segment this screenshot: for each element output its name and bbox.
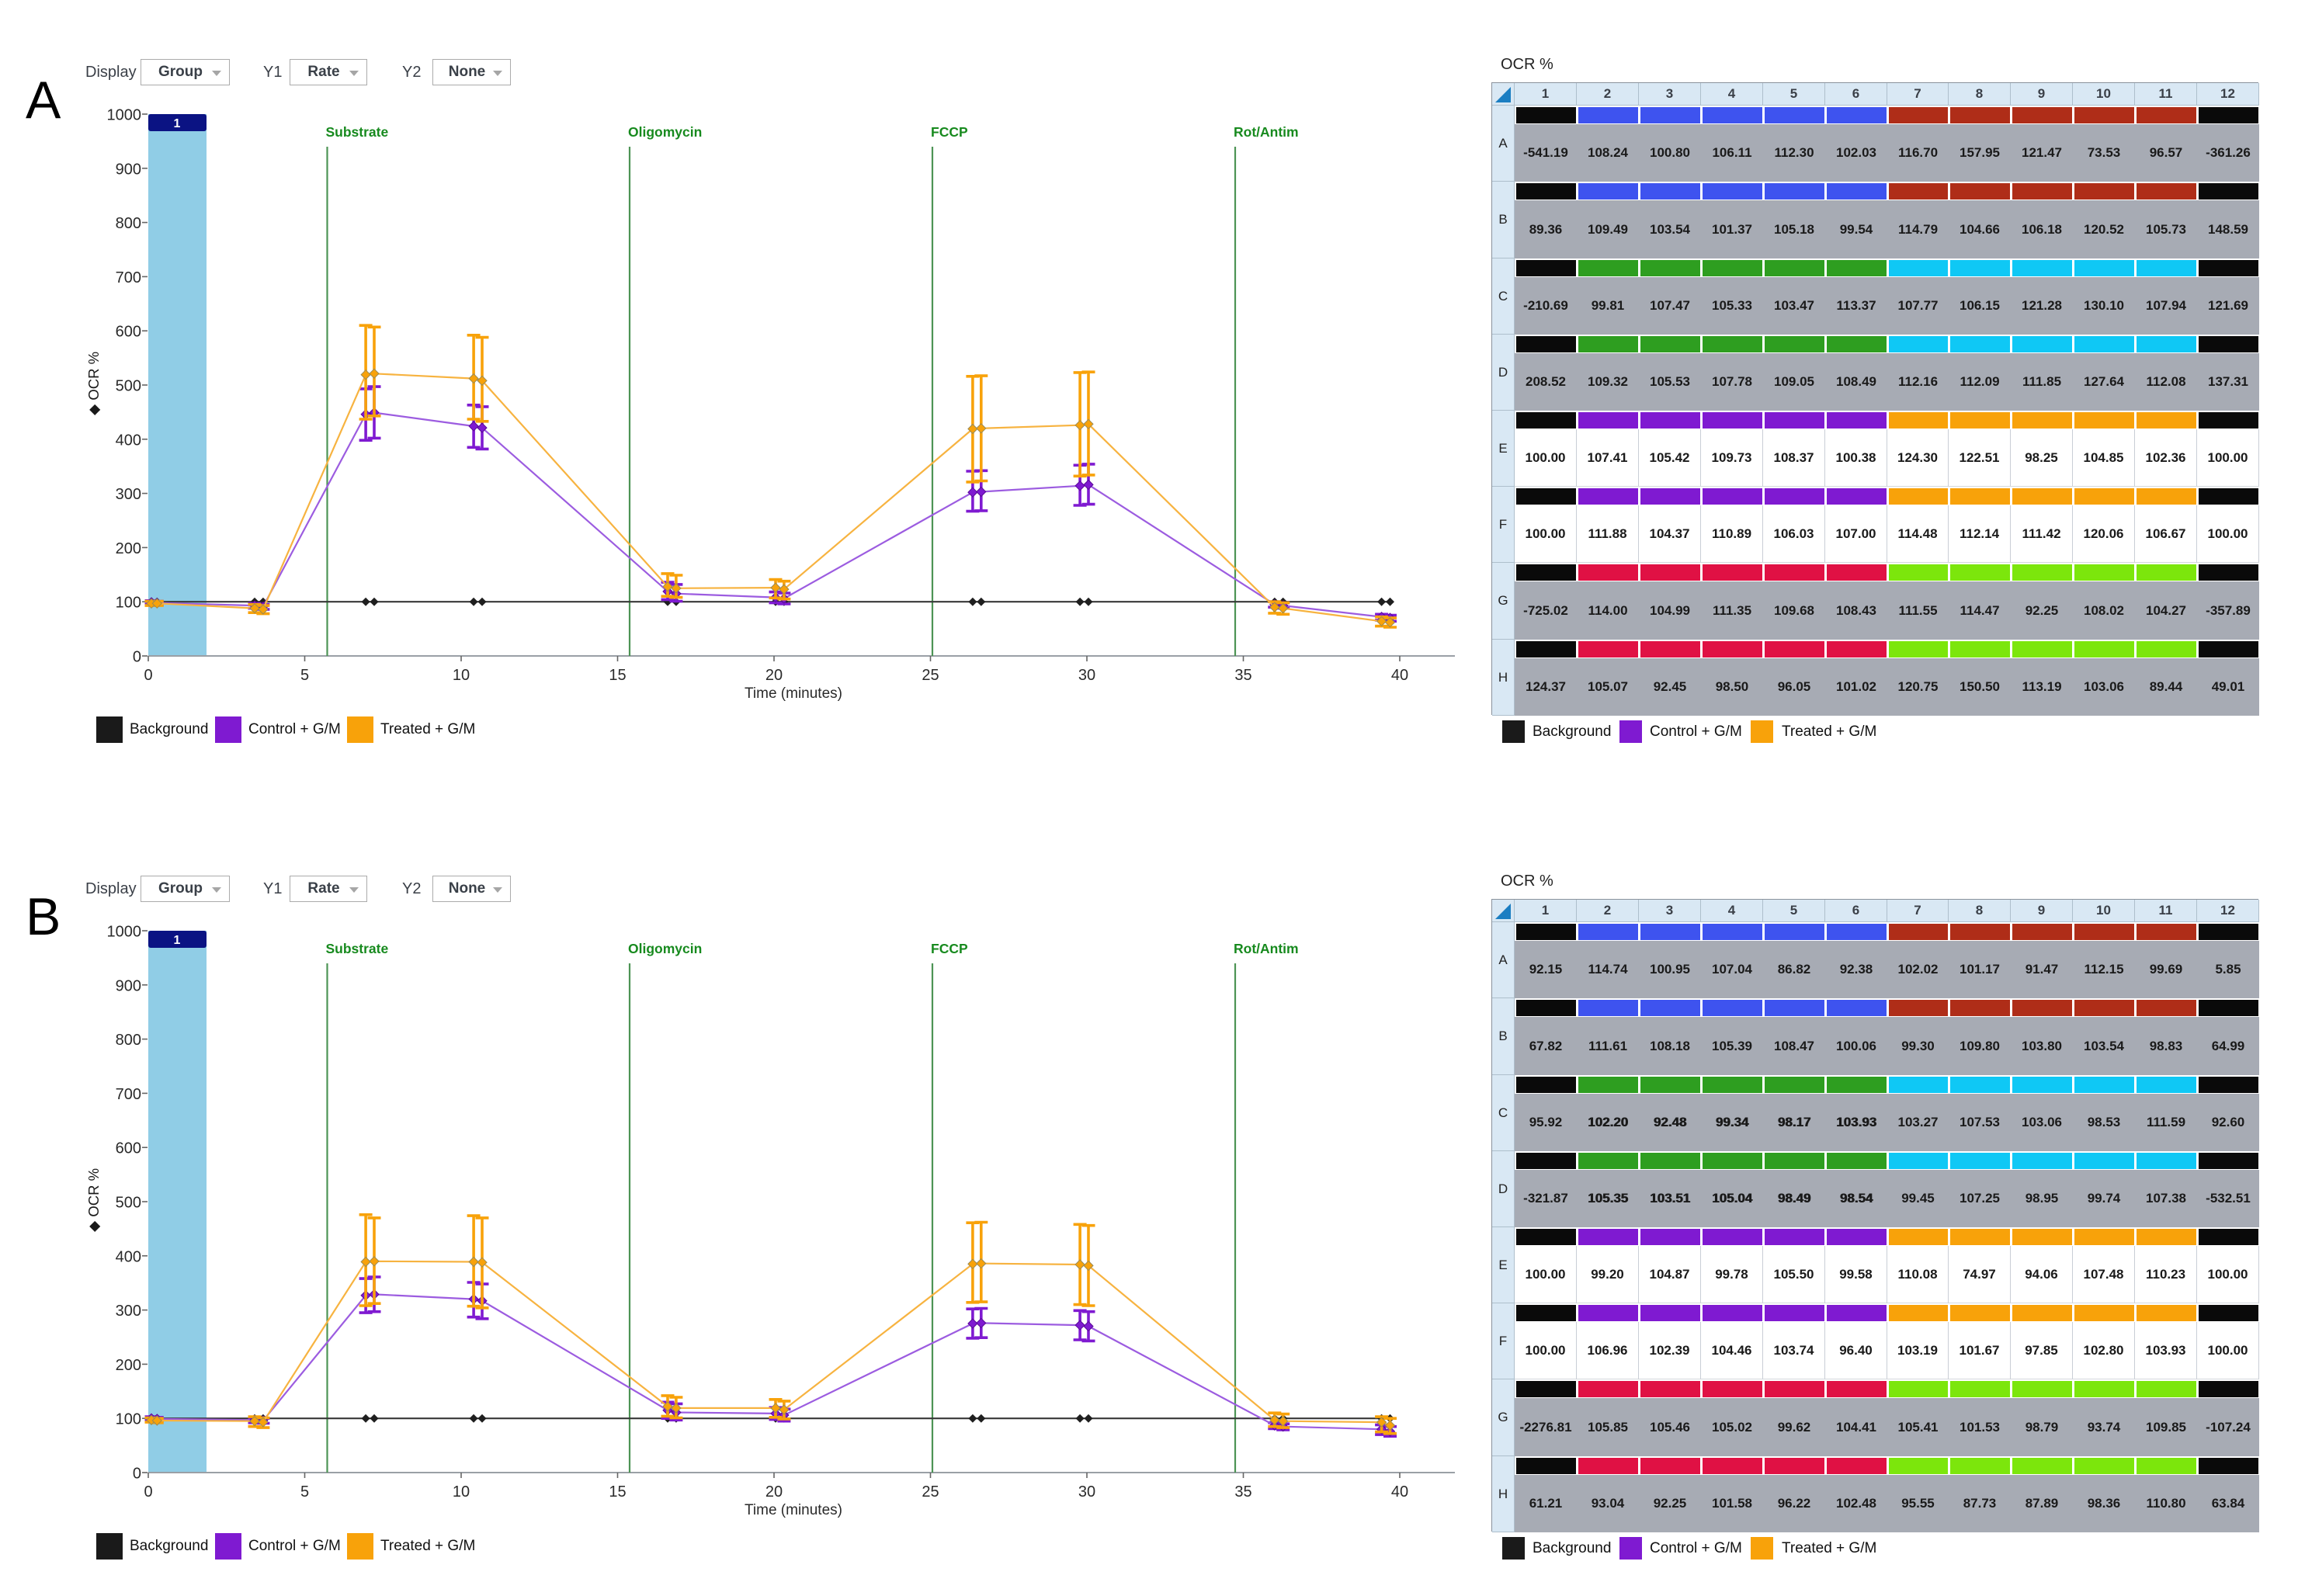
svg-text:Substrate: Substrate xyxy=(326,941,389,956)
svg-text:Rot/Antim: Rot/Antim xyxy=(1234,124,1299,140)
svg-text:20: 20 xyxy=(765,667,783,684)
svg-text:Oligomycin: Oligomycin xyxy=(628,941,702,956)
svg-text:800: 800 xyxy=(116,1032,141,1049)
svg-text:1000: 1000 xyxy=(107,107,142,124)
svg-text:40: 40 xyxy=(1391,1483,1408,1501)
svg-text:10: 10 xyxy=(453,667,470,684)
svg-text:1: 1 xyxy=(174,934,181,947)
svg-text:FCCP: FCCP xyxy=(931,941,968,956)
svg-text:35: 35 xyxy=(1234,1483,1251,1501)
svg-text:20: 20 xyxy=(765,1483,783,1501)
svg-text:200: 200 xyxy=(116,1357,141,1374)
svg-text:100: 100 xyxy=(116,595,141,612)
svg-text:700: 700 xyxy=(116,269,141,286)
svg-text:900: 900 xyxy=(116,161,141,178)
svg-text:500: 500 xyxy=(116,378,141,395)
svg-text:FCCP: FCCP xyxy=(931,124,968,140)
svg-text:500: 500 xyxy=(116,1195,141,1212)
svg-text:10: 10 xyxy=(453,1483,470,1501)
svg-text:25: 25 xyxy=(922,1483,939,1501)
svg-text:0: 0 xyxy=(144,667,152,684)
svg-text:◆ OCR %: ◆ OCR % xyxy=(85,352,102,415)
svg-text:15: 15 xyxy=(609,1483,626,1501)
svg-text:600: 600 xyxy=(116,324,141,341)
svg-text:0: 0 xyxy=(133,649,141,666)
svg-text:30: 30 xyxy=(1078,667,1095,684)
svg-text:400: 400 xyxy=(116,1248,141,1265)
svg-text:5: 5 xyxy=(300,667,309,684)
svg-text:300: 300 xyxy=(116,1303,141,1320)
svg-text:900: 900 xyxy=(116,977,141,994)
svg-text:100: 100 xyxy=(116,1411,141,1428)
svg-text:Oligomycin: Oligomycin xyxy=(628,124,702,140)
svg-text:0: 0 xyxy=(133,1466,141,1483)
svg-text:600: 600 xyxy=(116,1140,141,1157)
svg-text:1: 1 xyxy=(174,117,181,130)
svg-text:Rot/Antim: Rot/Antim xyxy=(1234,941,1299,956)
svg-text:5: 5 xyxy=(300,1483,309,1501)
svg-text:40: 40 xyxy=(1391,667,1408,684)
svg-text:0: 0 xyxy=(144,1483,152,1501)
svg-text:Time (minutes): Time (minutes) xyxy=(745,1502,842,1518)
svg-text:700: 700 xyxy=(116,1086,141,1103)
svg-text:1000: 1000 xyxy=(107,924,142,941)
svg-text:25: 25 xyxy=(922,667,939,684)
svg-text:Time (minutes): Time (minutes) xyxy=(745,685,842,702)
svg-text:30: 30 xyxy=(1078,1483,1095,1501)
svg-text:300: 300 xyxy=(116,486,141,503)
svg-text:200: 200 xyxy=(116,540,141,557)
svg-text:Substrate: Substrate xyxy=(326,124,389,140)
svg-text:35: 35 xyxy=(1234,667,1251,684)
svg-text:800: 800 xyxy=(116,215,141,232)
svg-text:◆ OCR %: ◆ OCR % xyxy=(85,1168,102,1232)
svg-text:15: 15 xyxy=(609,667,626,684)
svg-text:400: 400 xyxy=(116,432,141,449)
